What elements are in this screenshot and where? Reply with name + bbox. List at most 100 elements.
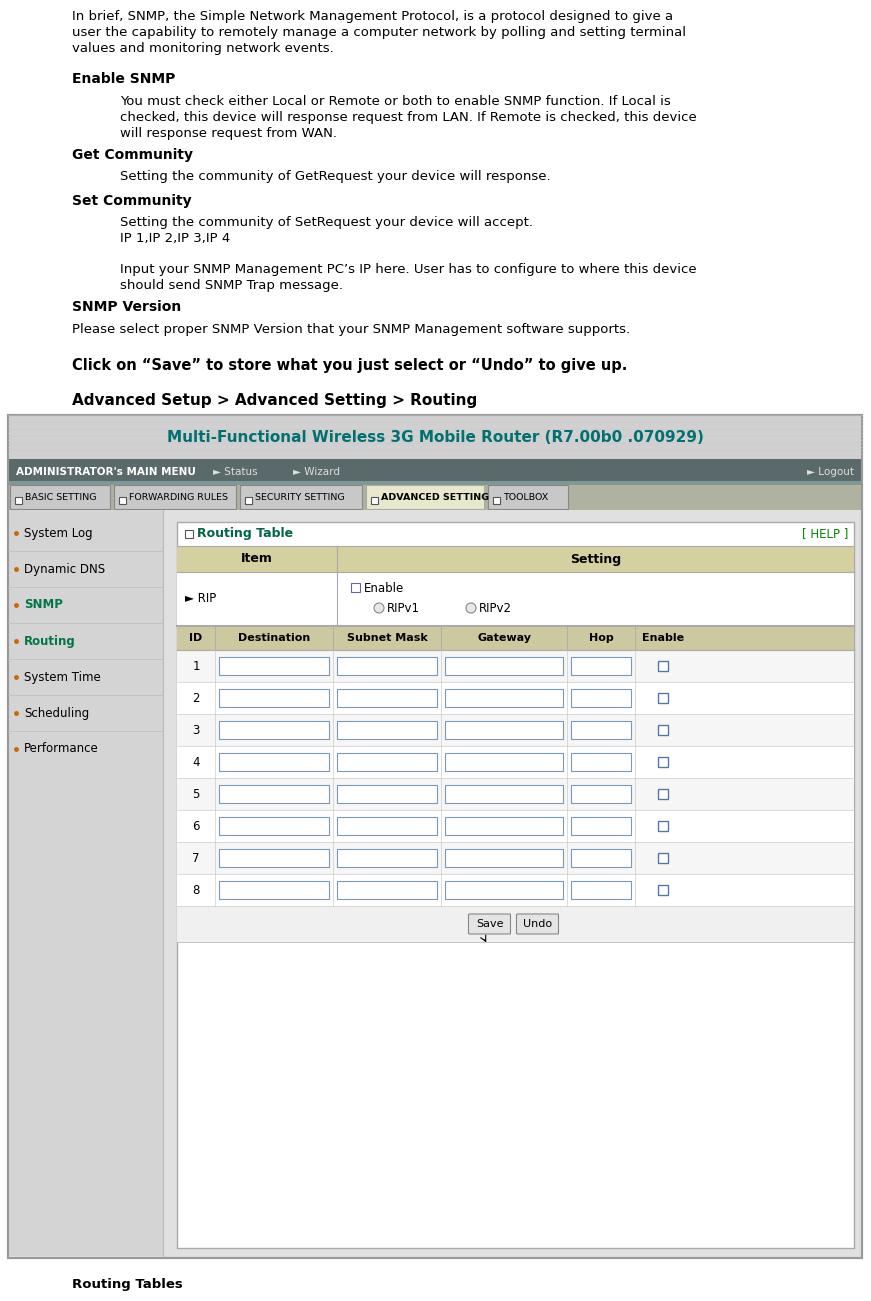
Bar: [371, 497, 378, 503]
Text: should send SNMP Trap message.: should send SNMP Trap message.: [120, 278, 343, 291]
Bar: [177, 874, 854, 905]
Bar: [219, 690, 329, 706]
Bar: [658, 788, 668, 799]
Text: 8: 8: [192, 883, 199, 896]
Bar: [445, 721, 563, 739]
Bar: [658, 853, 668, 863]
Bar: [177, 811, 854, 842]
Text: Scheduling: Scheduling: [24, 706, 89, 719]
Text: 3: 3: [192, 723, 199, 736]
Bar: [177, 650, 854, 682]
Bar: [8, 510, 163, 1255]
Circle shape: [466, 602, 476, 613]
Bar: [658, 725, 668, 735]
Text: SECURITY SETTING: SECURITY SETTING: [255, 493, 345, 501]
Text: Save: Save: [476, 919, 503, 929]
Text: Undo: Undo: [523, 919, 552, 929]
FancyBboxPatch shape: [469, 915, 510, 934]
Text: SNMP Version: SNMP Version: [72, 301, 181, 314]
Bar: [114, 485, 236, 509]
Bar: [571, 721, 631, 739]
Text: Enable: Enable: [364, 582, 404, 595]
Bar: [177, 546, 854, 572]
Text: Hop: Hop: [589, 634, 613, 643]
Text: RIPv2: RIPv2: [479, 601, 512, 614]
Text: ► Status: ► Status: [213, 467, 258, 477]
Bar: [337, 817, 437, 835]
Bar: [219, 881, 329, 899]
Bar: [571, 817, 631, 835]
Text: TOOLBOX: TOOLBOX: [503, 493, 548, 501]
Text: will response request from WAN.: will response request from WAN.: [120, 127, 337, 141]
Bar: [571, 881, 631, 899]
Text: SNMP: SNMP: [24, 598, 63, 611]
Text: user the capability to remotely manage a computer network by polling and setting: user the capability to remotely manage a…: [72, 26, 686, 39]
Bar: [445, 817, 563, 835]
Text: BASIC SETTING: BASIC SETTING: [25, 493, 97, 501]
Bar: [488, 485, 568, 509]
Bar: [245, 497, 252, 503]
Bar: [177, 714, 854, 745]
Text: FORWARDING RULES: FORWARDING RULES: [129, 493, 228, 501]
Bar: [658, 757, 668, 768]
Text: RIPv1: RIPv1: [387, 601, 420, 614]
Text: Multi-Functional Wireless 3G Mobile Router (R7.00b0 .070929): Multi-Functional Wireless 3G Mobile Rout…: [166, 429, 704, 445]
Bar: [337, 690, 437, 706]
Text: Set Community: Set Community: [72, 194, 192, 208]
Text: ► RIP: ► RIP: [185, 592, 216, 605]
Text: 1: 1: [192, 660, 199, 673]
Bar: [658, 693, 668, 703]
Bar: [185, 530, 193, 539]
Bar: [8, 481, 862, 484]
Bar: [445, 850, 563, 866]
Text: ADVANCED SETTING: ADVANCED SETTING: [381, 493, 490, 501]
Text: ADMINISTRATOR's MAIN MENU: ADMINISTRATOR's MAIN MENU: [16, 467, 196, 477]
Text: Input your SNMP Management PC’s IP here. User has to configure to where this dev: Input your SNMP Management PC’s IP here.…: [120, 263, 697, 276]
Text: ► Logout: ► Logout: [807, 467, 854, 477]
Text: 5: 5: [192, 787, 199, 800]
Text: Setting the community of SetRequest your device will accept.: Setting the community of SetRequest your…: [120, 216, 533, 229]
Bar: [337, 657, 437, 675]
Bar: [177, 572, 854, 626]
Bar: [177, 626, 854, 650]
FancyBboxPatch shape: [517, 915, 558, 934]
Bar: [119, 497, 126, 503]
Bar: [8, 484, 862, 510]
Bar: [493, 497, 500, 503]
Bar: [8, 415, 862, 1258]
Bar: [571, 690, 631, 706]
Text: Setting: Setting: [570, 553, 621, 566]
Bar: [8, 459, 862, 484]
Bar: [658, 821, 668, 831]
Bar: [219, 657, 329, 675]
Bar: [571, 657, 631, 675]
Text: System Time: System Time: [24, 670, 101, 683]
Text: You must check either Local or Remote or both to enable SNMP function. If Local : You must check either Local or Remote or…: [120, 95, 671, 108]
Text: Enable: Enable: [642, 634, 684, 643]
Text: Gateway: Gateway: [477, 634, 531, 643]
Bar: [445, 690, 563, 706]
Bar: [10, 485, 110, 509]
Bar: [337, 753, 437, 771]
Bar: [337, 881, 437, 899]
Text: Performance: Performance: [24, 743, 98, 756]
Bar: [445, 657, 563, 675]
Text: 6: 6: [192, 820, 199, 833]
Bar: [219, 753, 329, 771]
Bar: [445, 785, 563, 803]
Text: Destination: Destination: [238, 634, 310, 643]
Bar: [177, 745, 854, 778]
Bar: [366, 485, 484, 509]
Text: Item: Item: [241, 553, 273, 566]
Text: System Log: System Log: [24, 527, 92, 540]
Bar: [177, 522, 854, 1248]
Bar: [337, 721, 437, 739]
Bar: [8, 415, 862, 1258]
Bar: [219, 850, 329, 866]
Text: Routing Table: Routing Table: [197, 527, 294, 540]
Bar: [658, 661, 668, 671]
Bar: [571, 850, 631, 866]
Text: [ HELP ]: [ HELP ]: [801, 527, 848, 540]
Bar: [351, 583, 360, 592]
Bar: [219, 817, 329, 835]
